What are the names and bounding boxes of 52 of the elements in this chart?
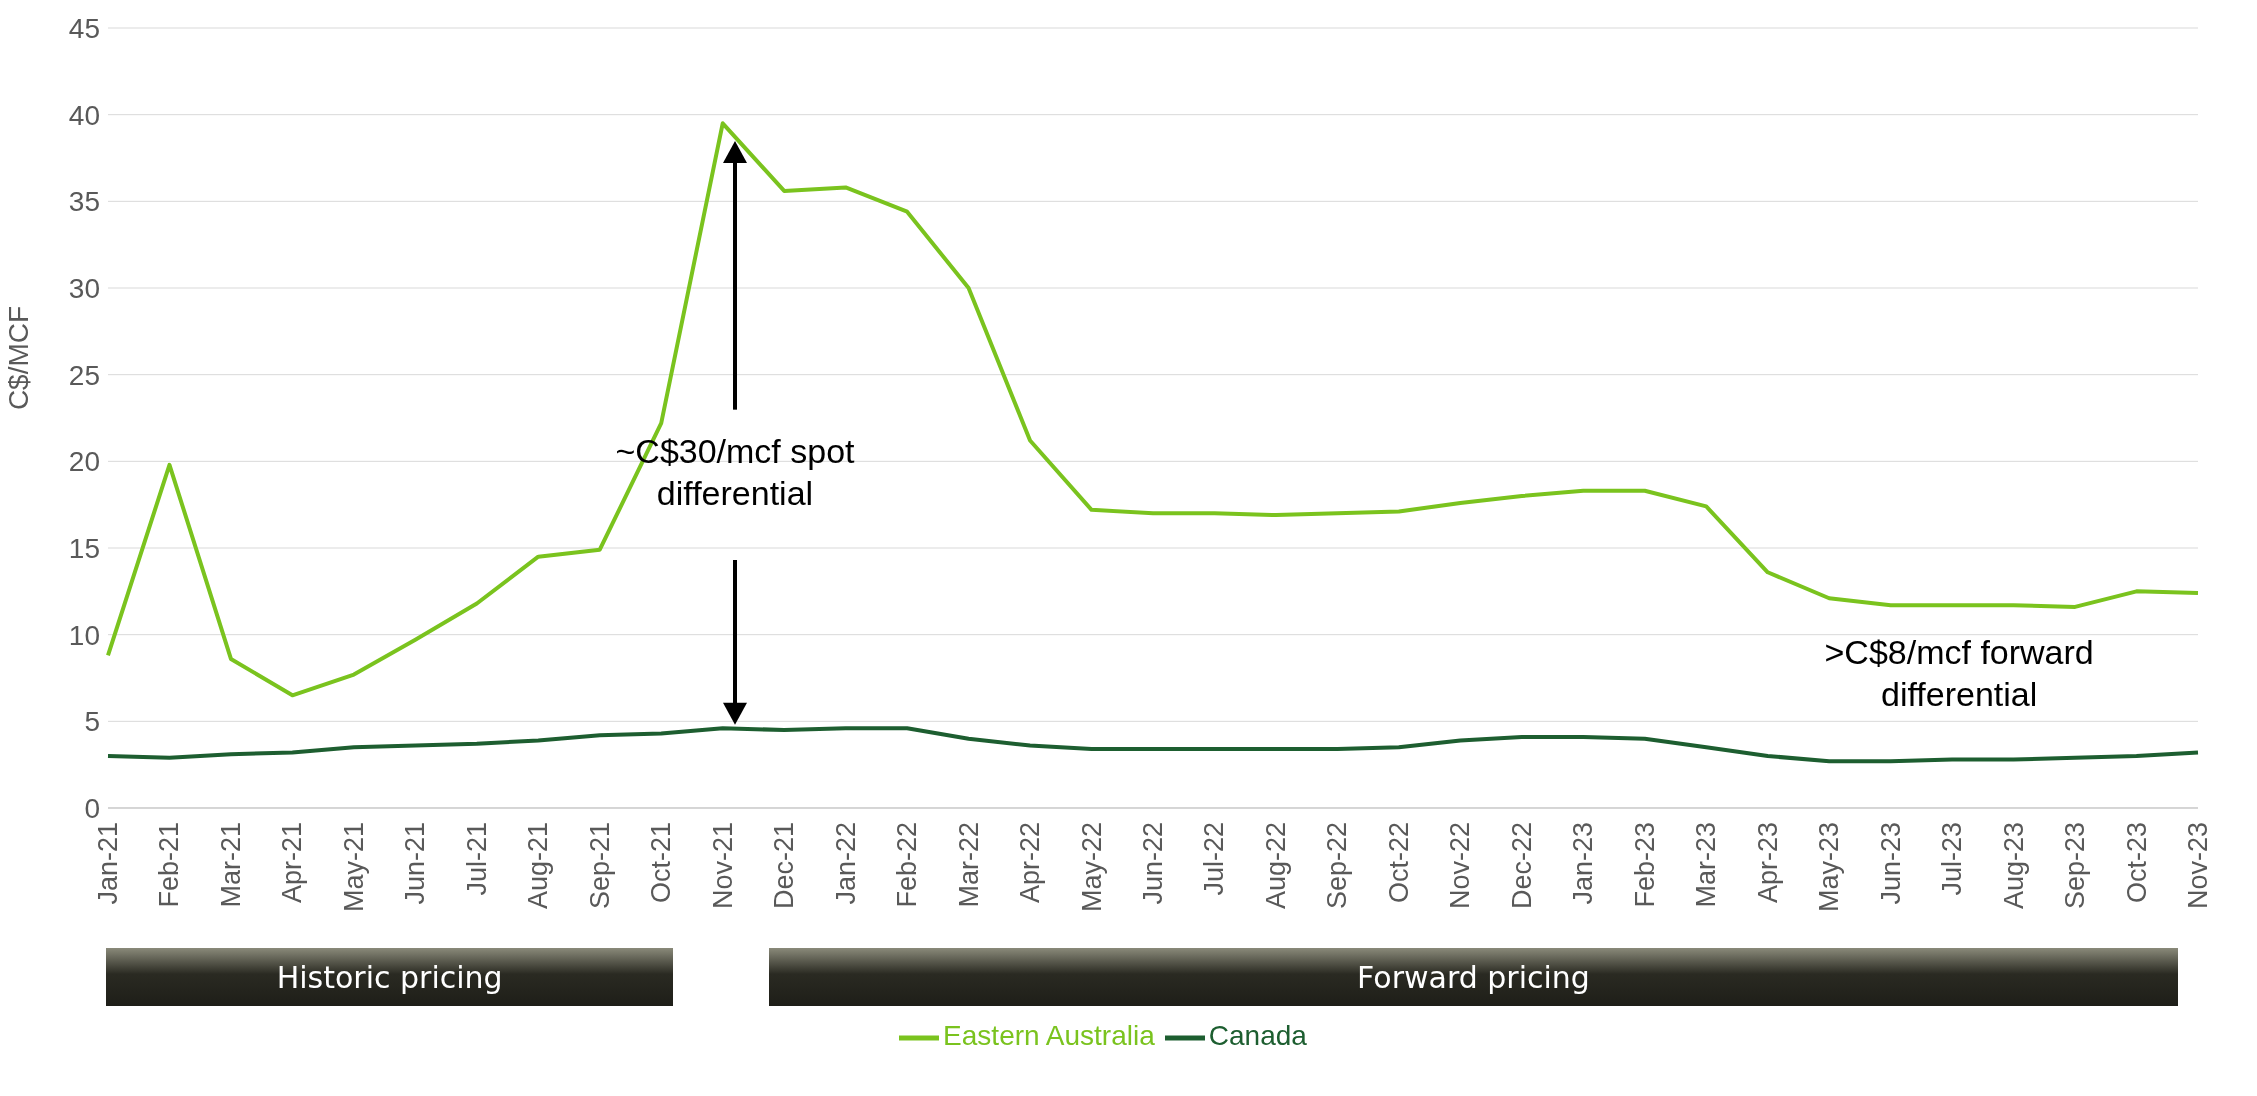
x-tick-label: Aug-21 bbox=[523, 822, 554, 910]
x-tick-label: Feb-23 bbox=[1629, 822, 1660, 908]
y-tick-label: 0 bbox=[84, 792, 100, 824]
x-tick-label: Mar-22 bbox=[953, 822, 984, 908]
x-tick-label: Jan-22 bbox=[830, 822, 861, 905]
x-tick-label: Aug-22 bbox=[1260, 822, 1291, 910]
x-tick-label: Apr-23 bbox=[1752, 822, 1783, 904]
x-tick-label: Jul-23 bbox=[1937, 822, 1968, 896]
x-tick-label: Oct-21 bbox=[646, 822, 677, 904]
y-tick-label: 20 bbox=[68, 446, 100, 478]
y-tick-label: 10 bbox=[68, 619, 100, 651]
x-tick-label: Nov-23 bbox=[2183, 822, 2213, 910]
x-tick-label: Oct-22 bbox=[1383, 822, 1414, 904]
y-tick-label: 35 bbox=[68, 186, 100, 218]
x-tick-label: May-22 bbox=[1076, 822, 1107, 913]
x-tick-label: Jan-23 bbox=[1568, 822, 1599, 905]
x-tick-label: Oct-23 bbox=[2121, 822, 2152, 904]
legend-label: Canada bbox=[1208, 1020, 1307, 1052]
x-tick-label: Feb-21 bbox=[154, 822, 185, 908]
line-series bbox=[106, 726, 2200, 764]
x-tick-label: Jun-23 bbox=[1875, 822, 1906, 905]
y-tick-label: 15 bbox=[68, 532, 100, 564]
y-tick-label: 25 bbox=[68, 359, 100, 391]
x-tick-label: Apr-22 bbox=[1015, 822, 1046, 904]
x-tick-label: Apr-21 bbox=[277, 822, 308, 904]
x-tick-label: Jun-22 bbox=[1138, 822, 1168, 905]
y-tick-label: 40 bbox=[68, 99, 100, 131]
x-tick-label: Nov-21 bbox=[707, 822, 738, 910]
y-tick-label: 45 bbox=[68, 12, 100, 44]
x-tick-label: Mar-21 bbox=[215, 822, 246, 908]
annotation: >C$8/mcf forward differential bbox=[1823, 632, 2095, 716]
x-tick-label: Sep-21 bbox=[584, 822, 615, 910]
y-tick-label: 30 bbox=[68, 272, 100, 304]
x-tick-label: Jun-21 bbox=[400, 822, 431, 905]
x-tick-label: Aug-23 bbox=[1998, 822, 2029, 910]
x-tick-label: Dec-22 bbox=[1506, 822, 1537, 910]
x-tick-label: May-23 bbox=[1814, 822, 1845, 913]
x-tick-label: Nov-22 bbox=[1445, 822, 1476, 910]
x-tick-label: Mar-23 bbox=[1691, 822, 1722, 908]
text: Forward pricing bbox=[768, 948, 2179, 1006]
x-tick-label: Dec-21 bbox=[769, 822, 800, 910]
y-tick-label: 5 bbox=[84, 706, 100, 738]
x-tick-label: Jul-21 bbox=[461, 822, 492, 896]
x-tick-label: Sep-22 bbox=[1322, 822, 1353, 910]
x-tick-label: May-21 bbox=[338, 822, 369, 913]
x-tick-label: Feb-22 bbox=[892, 822, 923, 908]
x-tick-label: Sep-23 bbox=[2060, 822, 2091, 910]
legend-label: Eastern Australia bbox=[943, 1020, 1155, 1052]
x-tick-label: Jan-21 bbox=[93, 822, 123, 905]
y-axis-title: C$/MCF bbox=[2, 305, 34, 411]
x-tick-label: Jul-22 bbox=[1199, 822, 1230, 896]
text: Historic pricing bbox=[106, 948, 674, 1006]
